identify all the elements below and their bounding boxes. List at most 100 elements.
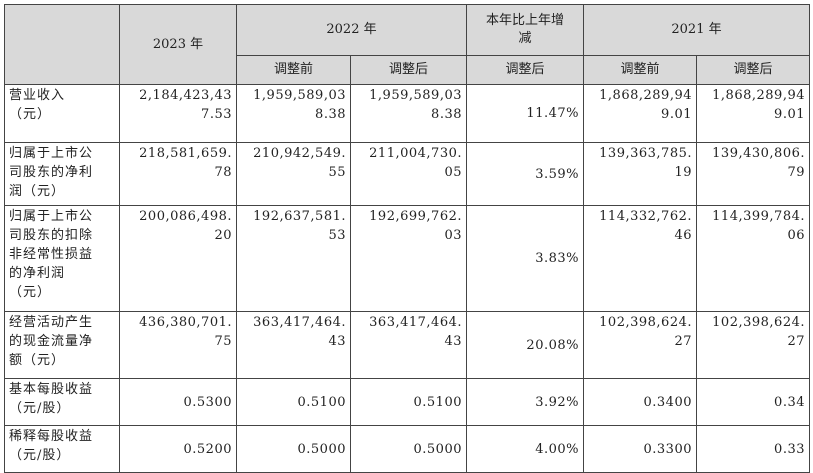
value-line: 27 bbox=[674, 334, 692, 349]
value-line: 218,581,659. bbox=[139, 146, 232, 161]
value-change: 11.47% bbox=[466, 84, 584, 143]
value-2022-after: 1,959,589,03 8.38 bbox=[350, 84, 467, 143]
row-label-line: 归属于上市公 bbox=[9, 146, 94, 161]
table-row: 营业收入 （元） 2,184,423,43 7.53 1,959,589,03 8.38 1… bbox=[4, 84, 810, 143]
table-row: 归属于上市公 司股东的扣除 非经常性损益 的净利润 （元） 200,086,498. 20 1… bbox=[4, 205, 810, 312]
value-2022-before: 0.5100 bbox=[236, 378, 351, 426]
header-change-after: 调整后 bbox=[466, 55, 584, 85]
value-2023: 436,380,701. 75 bbox=[119, 311, 237, 379]
header-2021-before: 调整前 bbox=[583, 55, 697, 85]
value-line: 27 bbox=[787, 334, 805, 349]
value-2021-after: 102,398,624. 27 bbox=[696, 311, 810, 379]
value-line: 1,959,589,03 bbox=[253, 88, 346, 103]
row-label-line: 额（元） bbox=[9, 353, 66, 368]
value-line: 0.3300 bbox=[643, 441, 692, 457]
row-label-line: 司股东的扣除 bbox=[9, 228, 94, 243]
row-label-line: 非经常性损益 bbox=[9, 247, 94, 262]
value-2022-after: 363,417,464. 43 bbox=[350, 311, 467, 379]
table-row: 稀释每股收益 （元/股） 0.5200 0.5000 0.5000 4.00% 0.3300… bbox=[4, 425, 810, 473]
value-line: 79 bbox=[787, 165, 805, 180]
value-line: 06 bbox=[787, 228, 805, 243]
value-line: 03 bbox=[444, 228, 462, 243]
value-line: 102,398,624. bbox=[599, 315, 692, 330]
value-2021-after: 114,399,784. 06 bbox=[696, 205, 810, 312]
value-2021-before: 1,868,289,94 9.01 bbox=[583, 84, 697, 143]
value-change: 3.59% bbox=[466, 142, 584, 206]
value-2022-after: 211,004,730. 05 bbox=[350, 142, 467, 206]
value-2021-after: 139,430,806. 79 bbox=[696, 142, 810, 206]
value-line: 0.34 bbox=[774, 394, 805, 410]
value-line: 0.3400 bbox=[643, 394, 692, 410]
value-2022-after: 192,699,762. 03 bbox=[350, 205, 467, 312]
value-change: 3.83% bbox=[466, 205, 584, 312]
value-line: 192,637,581. bbox=[253, 209, 346, 224]
value-2023: 2,184,423,43 7.53 bbox=[119, 84, 237, 143]
row-label-line: 司股东的净利 bbox=[9, 165, 94, 180]
value-2022-after: 0.5100 bbox=[350, 378, 467, 426]
value-line: 2,184,423,43 bbox=[139, 88, 232, 103]
value-line: 05 bbox=[444, 165, 462, 180]
value-line: 53 bbox=[328, 228, 346, 243]
value-2023: 200,086,498. 20 bbox=[119, 205, 237, 312]
row-label-line: 经营活动产生 bbox=[9, 315, 94, 330]
row-label: 基本每股收益 （元/股） bbox=[4, 378, 120, 426]
value-2022-before: 1,959,589,03 8.38 bbox=[236, 84, 351, 143]
row-label-line: 的现金流量净 bbox=[9, 334, 94, 349]
row-label-line: （元） bbox=[9, 285, 52, 300]
value-2021-before: 0.3300 bbox=[583, 425, 697, 473]
value-line: 43 bbox=[444, 334, 462, 349]
value-line: 363,417,464. bbox=[253, 315, 346, 330]
value-line: 1,868,289,94 bbox=[712, 88, 805, 103]
value-2021-after: 0.34 bbox=[696, 378, 810, 426]
value-line: 78 bbox=[214, 165, 232, 180]
value-line: 43 bbox=[328, 334, 346, 349]
value-line: 114,399,784. bbox=[712, 209, 805, 224]
value-line: 9.01 bbox=[661, 107, 692, 122]
header-2022-before: 调整前 bbox=[236, 55, 351, 85]
value-line: 55 bbox=[328, 165, 346, 180]
row-label-line: 的净利润 bbox=[9, 266, 66, 281]
value-2023: 0.5200 bbox=[119, 425, 237, 473]
value-line: 8.38 bbox=[431, 107, 462, 122]
value-line: 9.01 bbox=[774, 107, 805, 122]
value-2022-before: 363,417,464. 43 bbox=[236, 311, 351, 379]
value-2022-before: 210,942,549. 55 bbox=[236, 142, 351, 206]
row-label: 经营活动产生 的现金流量净 额（元） bbox=[4, 311, 120, 379]
value-2021-before: 102,398,624. 27 bbox=[583, 311, 697, 379]
financial-table: 2023 年 2022 年 本年比上年增减 2021 年 调整前 调整后 调整后… bbox=[4, 4, 810, 473]
row-label-line: 润（元） bbox=[9, 184, 66, 199]
value-2021-after: 0.33 bbox=[696, 425, 810, 473]
value-line: 0.5100 bbox=[413, 394, 462, 410]
value-line: 46 bbox=[674, 228, 692, 243]
header-year-2023: 2023 年 bbox=[119, 4, 237, 85]
value-2022-after: 0.5000 bbox=[350, 425, 467, 473]
header-change: 本年比上年增减 bbox=[466, 4, 584, 56]
value-line: 211,004,730. bbox=[369, 146, 462, 161]
value-2021-before: 0.3400 bbox=[583, 378, 697, 426]
table-row: 归属于上市公 司股东的净利 润（元） 218,581,659. 78 210,942,54… bbox=[4, 142, 810, 206]
row-label: 营业收入 （元） bbox=[4, 84, 120, 143]
row-label: 归属于上市公 司股东的扣除 非经常性损益 的净利润 （元） bbox=[4, 205, 120, 312]
row-label-line: 稀释每股收益 bbox=[9, 429, 94, 444]
value-line: 0.33 bbox=[774, 441, 805, 457]
row-label: 归属于上市公 司股东的净利 润（元） bbox=[4, 142, 120, 206]
value-line: 363,417,464. bbox=[369, 315, 462, 330]
value-line: 0.5200 bbox=[183, 441, 232, 457]
value-2021-after: 1,868,289,94 9.01 bbox=[696, 84, 810, 143]
value-line: 8.38 bbox=[315, 107, 346, 122]
value-line: 0.5300 bbox=[183, 394, 232, 410]
value-2021-before: 139,363,785. 19 bbox=[583, 142, 697, 206]
value-line: 200,086,498. bbox=[139, 209, 232, 224]
header-year-2021: 2021 年 bbox=[583, 4, 810, 56]
row-label-line: 基本每股收益 bbox=[9, 382, 94, 397]
value-line: 210,942,549. bbox=[253, 146, 346, 161]
header-corner bbox=[4, 4, 120, 85]
row-label-line: （元/股） bbox=[9, 401, 71, 416]
value-2022-before: 0.5000 bbox=[236, 425, 351, 473]
value-line: 436,380,701. bbox=[139, 315, 232, 330]
value-2022-before: 192,637,581. 53 bbox=[236, 205, 351, 312]
value-line: 20 bbox=[214, 228, 232, 243]
row-label-line: 营业收入 bbox=[9, 88, 66, 103]
value-line: 1,868,289,94 bbox=[599, 88, 692, 103]
value-line: 7.53 bbox=[201, 107, 232, 122]
